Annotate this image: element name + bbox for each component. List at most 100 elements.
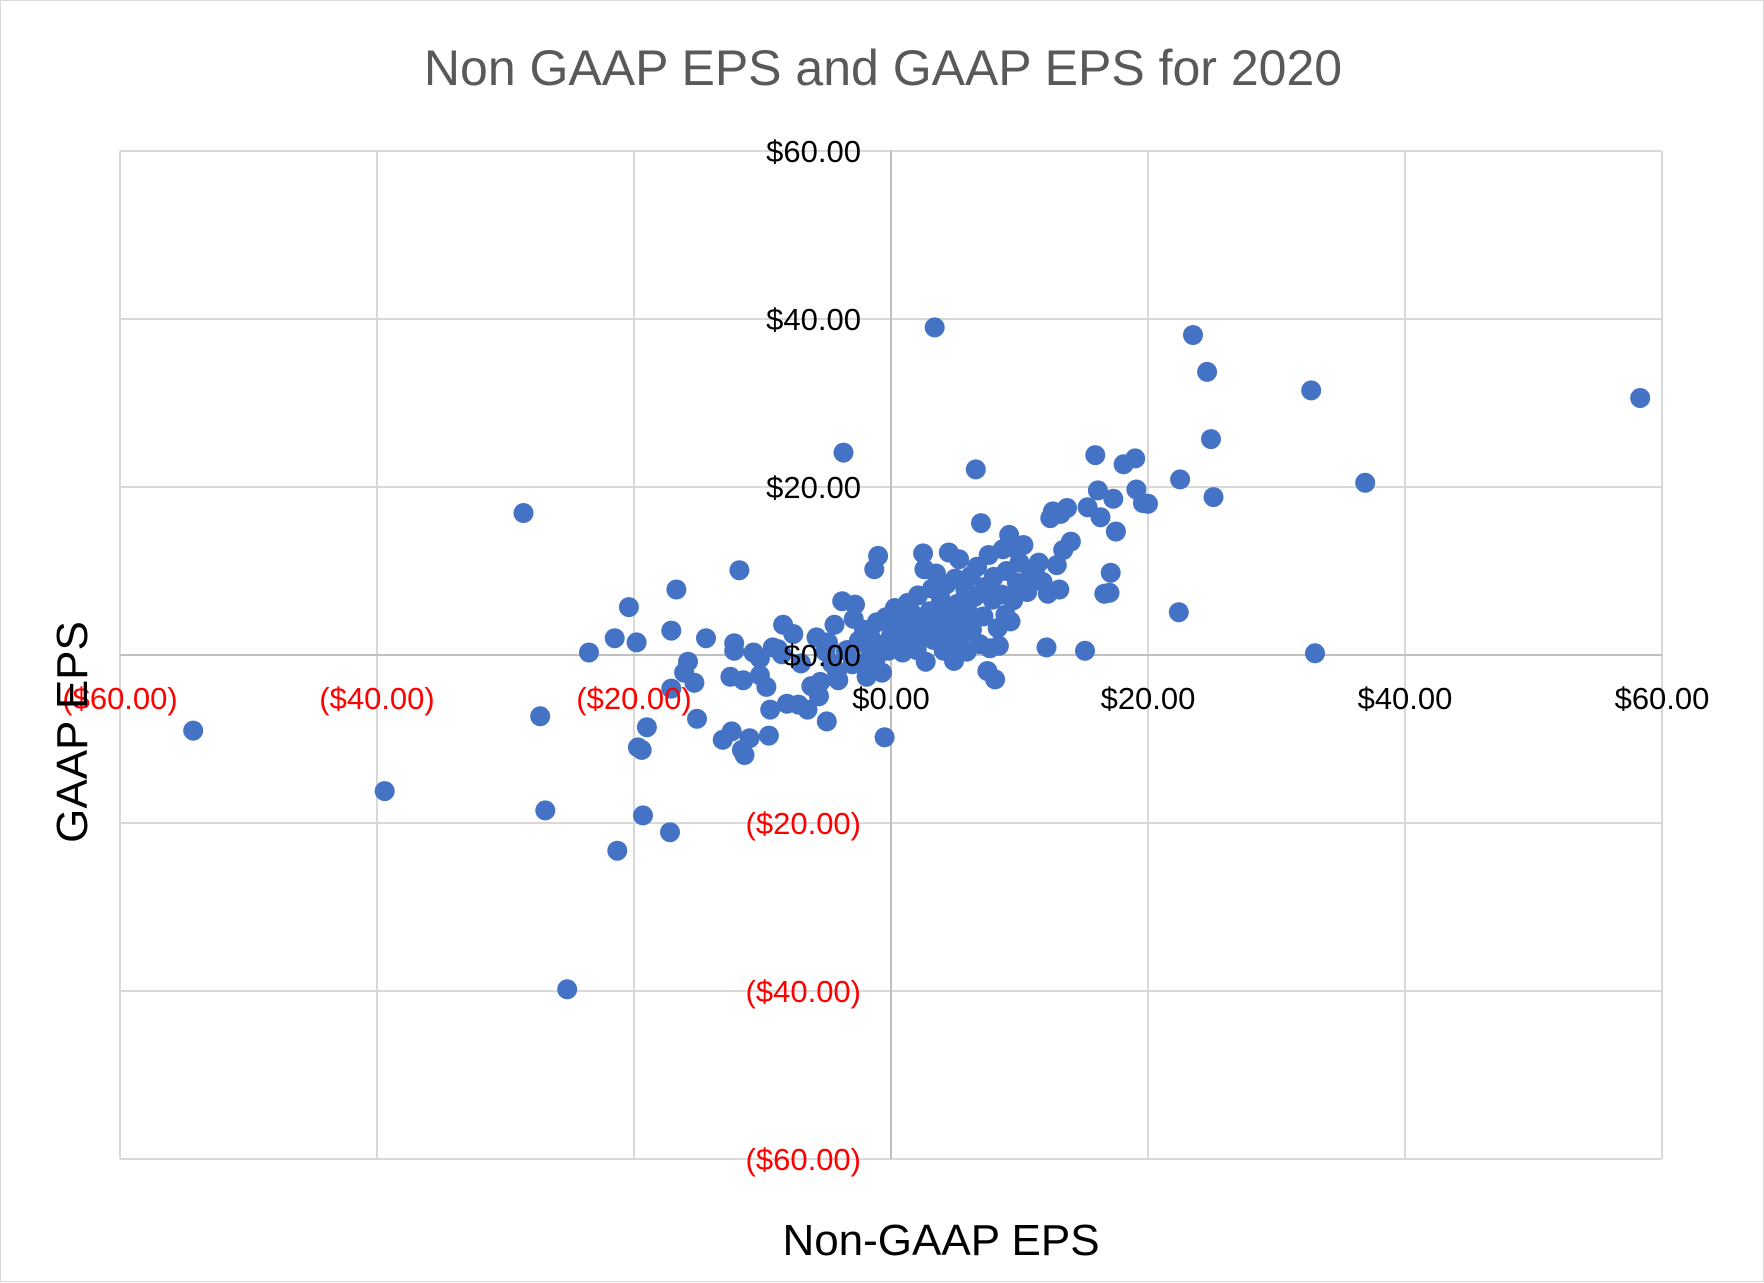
x-axis-title: Non-GAAP EPS bbox=[782, 1216, 1099, 1265]
data-point bbox=[513, 503, 534, 523]
data-point bbox=[915, 651, 936, 672]
data-point bbox=[660, 822, 680, 843]
data-point bbox=[604, 628, 625, 649]
data-point bbox=[1060, 531, 1081, 552]
data-point bbox=[636, 717, 657, 738]
data-point bbox=[965, 459, 986, 480]
data-point bbox=[913, 543, 934, 564]
data-point bbox=[758, 725, 779, 746]
chart-title: Non GAAP EPS and GAAP EPS for 2020 bbox=[424, 40, 1342, 96]
data-point bbox=[771, 644, 792, 665]
data-point bbox=[1017, 582, 1038, 602]
data-point bbox=[696, 628, 716, 649]
data-point bbox=[872, 662, 892, 683]
data-point bbox=[687, 708, 707, 729]
data-point bbox=[1125, 448, 1146, 469]
data-point bbox=[1355, 472, 1376, 493]
data-point bbox=[1105, 521, 1126, 542]
data-point bbox=[607, 840, 628, 861]
data-point bbox=[1057, 498, 1077, 518]
data-point bbox=[1197, 361, 1218, 382]
data-point bbox=[1085, 445, 1106, 466]
x-tick-label: ($60.00) bbox=[62, 681, 177, 716]
data-point bbox=[1075, 640, 1095, 661]
data-point bbox=[1013, 535, 1034, 555]
data-point bbox=[1028, 552, 1049, 573]
data-point bbox=[868, 545, 889, 566]
data-point bbox=[874, 727, 895, 748]
data-point bbox=[1630, 388, 1651, 408]
data-point bbox=[666, 579, 687, 600]
data-point bbox=[535, 800, 556, 821]
x-tick-label: $40.00 bbox=[1358, 681, 1453, 716]
data-point bbox=[1099, 582, 1120, 603]
data-point bbox=[1036, 637, 1057, 658]
x-tick-label: $0.00 bbox=[852, 681, 930, 716]
data-point bbox=[1000, 611, 1021, 632]
data-point bbox=[183, 720, 204, 741]
data-point bbox=[756, 676, 777, 697]
data-point bbox=[845, 594, 865, 615]
x-tick-label: ($40.00) bbox=[319, 681, 434, 716]
data-point bbox=[684, 672, 705, 693]
data-point bbox=[739, 728, 760, 749]
data-point bbox=[973, 606, 994, 627]
data-point bbox=[678, 651, 698, 672]
data-point bbox=[1087, 480, 1108, 501]
data-point bbox=[1103, 488, 1124, 509]
data-point bbox=[856, 666, 877, 687]
y-tick-label: ($40.00) bbox=[746, 974, 861, 1009]
data-point bbox=[1046, 555, 1067, 576]
data-point bbox=[810, 671, 831, 692]
data-point bbox=[783, 624, 804, 644]
data-point bbox=[374, 781, 395, 802]
data-point bbox=[760, 699, 781, 720]
data-point bbox=[1203, 487, 1224, 508]
data-point bbox=[949, 549, 970, 570]
y-tick-label: $0.00 bbox=[783, 638, 861, 673]
y-tick-label: ($60.00) bbox=[746, 1142, 861, 1177]
data-point bbox=[985, 669, 1006, 690]
data-point bbox=[809, 686, 829, 707]
data-point bbox=[833, 442, 854, 463]
y-tick-label: ($20.00) bbox=[746, 806, 861, 841]
data-point bbox=[924, 317, 945, 338]
data-point bbox=[557, 979, 578, 1000]
x-tick-label: $20.00 bbox=[1101, 681, 1196, 716]
data-point bbox=[661, 620, 682, 641]
data-point bbox=[579, 642, 599, 663]
data-point bbox=[1090, 507, 1111, 528]
data-point bbox=[1305, 643, 1325, 664]
data-point bbox=[734, 745, 755, 765]
data-point bbox=[733, 670, 754, 691]
data-point bbox=[988, 635, 1009, 656]
data-point bbox=[791, 653, 811, 674]
data-point bbox=[816, 711, 837, 732]
data-point bbox=[724, 640, 745, 661]
data-point bbox=[1301, 380, 1322, 401]
data-point bbox=[818, 632, 838, 653]
data-point bbox=[631, 739, 652, 760]
data-point bbox=[633, 805, 653, 826]
y-tick-label: $40.00 bbox=[766, 302, 861, 337]
data-point bbox=[1049, 579, 1070, 600]
data-points bbox=[183, 317, 1651, 1000]
data-point bbox=[618, 597, 639, 618]
data-point bbox=[721, 721, 742, 742]
data-point bbox=[1201, 429, 1221, 450]
y-tick-label: $60.00 bbox=[766, 134, 861, 169]
data-point bbox=[1170, 469, 1191, 490]
x-tick-label: $60.00 bbox=[1615, 681, 1710, 716]
y-tick-label: $20.00 bbox=[766, 470, 861, 505]
data-point bbox=[530, 706, 551, 727]
data-point bbox=[828, 670, 849, 691]
data-point bbox=[729, 560, 750, 581]
data-point bbox=[1183, 325, 1203, 345]
data-point bbox=[1100, 562, 1121, 583]
data-point bbox=[797, 699, 818, 720]
data-point bbox=[626, 632, 647, 653]
x-tick-labels: ($60.00) ($40.00) ($20.00) $0.00 $20.00 $40.0… bbox=[62, 681, 1709, 716]
data-point bbox=[1168, 602, 1189, 623]
data-point bbox=[971, 513, 991, 534]
